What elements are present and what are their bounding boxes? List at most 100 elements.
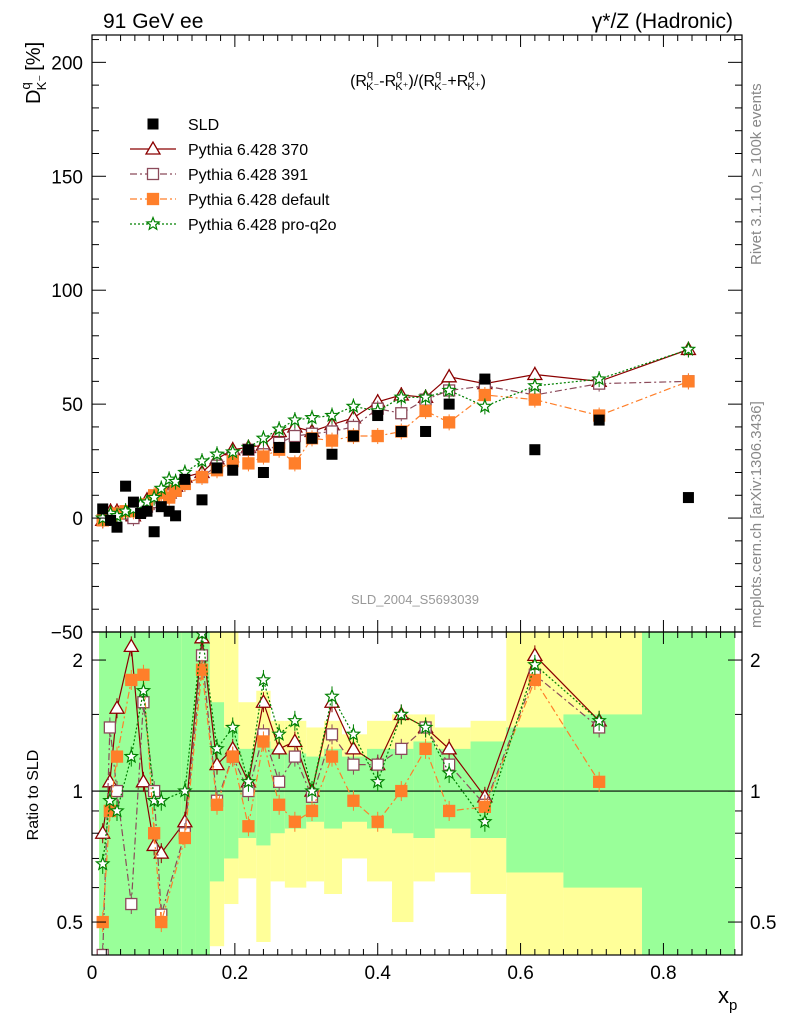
ratio-tick-label-right: 0.5 xyxy=(750,913,776,934)
ratio-point-pdefault xyxy=(242,820,255,833)
ratio-point-pdefault xyxy=(226,750,239,763)
ratio-frame xyxy=(91,631,743,956)
series-point-pq2o xyxy=(417,389,434,404)
x-tick-label: 0.2 xyxy=(222,963,248,984)
ratio-point-p391 xyxy=(272,775,286,788)
ratio-point-pq2o xyxy=(240,773,257,789)
series-point-pq2o xyxy=(146,489,162,505)
series-point-p391 xyxy=(395,407,408,420)
series-point-pdefault xyxy=(257,450,270,463)
ratio-point-p370 xyxy=(108,699,126,714)
legend-label-pq2o: Pythia 6.428 pro-q2o xyxy=(188,217,337,234)
data-point-sld xyxy=(326,448,338,460)
ratio-point-pdefault xyxy=(178,831,192,845)
ratio-point-pdefault xyxy=(592,775,606,788)
x-tick-label: 0.6 xyxy=(507,963,533,984)
data-point-sld xyxy=(443,398,455,410)
ratio-point-pq2o xyxy=(94,855,111,871)
data-point-sld xyxy=(347,430,359,442)
header-left: 91 GeV ee xyxy=(103,10,203,33)
ratio-band-inner xyxy=(563,714,642,888)
y-tick-label: 50 xyxy=(62,395,83,416)
ratio-point-p370 xyxy=(271,740,288,755)
ratio-point-pdefault xyxy=(288,815,302,828)
data-point-sld xyxy=(479,373,491,385)
legend-marker-pq2o xyxy=(145,215,161,231)
ratio-point-pq2o xyxy=(417,719,434,735)
data-point-sld xyxy=(141,505,153,517)
legend-label-data: SLD xyxy=(188,117,219,134)
ratio-band-inner xyxy=(256,741,271,846)
data-point-sld xyxy=(227,464,239,476)
legend-marker-p391 xyxy=(146,167,160,181)
data-point-sld xyxy=(211,462,223,474)
ratio-point-pdefault xyxy=(442,804,456,818)
ratio-point-p391 xyxy=(125,897,138,911)
rivet-version-text: Rivet 3.1.10, ≥ 100k events xyxy=(748,83,765,265)
series-point-pdefault xyxy=(325,434,339,447)
ratio-point-pq2o xyxy=(224,719,241,735)
series-point-pdefault xyxy=(288,457,302,470)
ratio-y-axis-label: Ratio to SLD xyxy=(25,750,42,841)
data-point-sld xyxy=(111,521,123,533)
ratio-point-pq2o xyxy=(209,740,225,756)
data-point-sld xyxy=(289,441,301,453)
series-point-pq2o xyxy=(109,507,125,523)
ratio-point-pq2o xyxy=(287,712,303,728)
ratio-point-p391 xyxy=(371,758,384,771)
data-point-sld xyxy=(682,492,694,504)
ratio-point-pq2o xyxy=(393,706,410,722)
ratio-tick-label-right: 1 xyxy=(750,782,761,803)
series-line-pdefault xyxy=(102,380,689,521)
ratio-tick-label-left: 1 xyxy=(72,782,83,803)
data-point-sld xyxy=(257,466,269,478)
y-tick-label: 150 xyxy=(51,167,83,188)
series-point-p370 xyxy=(526,366,543,381)
legend-label-p391: Pythia 6.428 391 xyxy=(188,167,308,184)
series-point-pq2o xyxy=(393,389,410,404)
legend: SLD Pythia 6.428 370 Pythia 6.428 391 Pythi… xyxy=(130,117,337,234)
y-tick-label: 200 xyxy=(51,53,83,74)
series-point-pq2o xyxy=(271,421,287,436)
y-tick-label: 100 xyxy=(51,281,83,302)
ratio-point-p391 xyxy=(195,649,209,662)
ratio-point-p391 xyxy=(325,728,339,741)
ratio-point-p391 xyxy=(347,758,360,771)
ratio-point-pdefault xyxy=(155,915,168,929)
series-point-pq2o xyxy=(591,370,607,386)
ratio-point-pdefault xyxy=(210,798,224,811)
series-line-p391 xyxy=(102,380,689,521)
ratio-point-pdefault xyxy=(147,827,161,840)
series-point-pq2o xyxy=(527,377,543,393)
main-plot-marks xyxy=(94,341,697,538)
ratio-point-pq2o xyxy=(591,712,607,728)
ratio-plot-marks xyxy=(92,632,742,955)
ratio-point-pq2o xyxy=(369,773,386,789)
ratio-band-inner xyxy=(470,741,507,839)
series-point-pq2o xyxy=(209,446,225,461)
ratio-band-inner xyxy=(642,632,735,955)
ratio-point-pq2o xyxy=(304,782,320,798)
data-point-sld xyxy=(120,480,132,492)
ratio-band-inner xyxy=(506,727,564,873)
data-point-sld xyxy=(420,425,432,437)
ratio-point-pdefault xyxy=(272,798,286,811)
data-point-sld xyxy=(163,505,175,517)
series-point-pdefault xyxy=(442,416,456,429)
series-point-pq2o xyxy=(680,341,697,357)
data-point-sld xyxy=(170,510,182,522)
y-tick-label: 0 xyxy=(72,509,83,530)
ratio-point-pdefault xyxy=(347,794,360,807)
data-point-sld xyxy=(105,514,117,526)
x-tick-label: 0.4 xyxy=(365,963,392,984)
series-point-pq2o xyxy=(255,430,272,445)
series-point-pdefault xyxy=(195,470,209,484)
ratio-point-pq2o xyxy=(109,802,125,818)
series-point-p370 xyxy=(441,368,458,383)
ratio-point-p370 xyxy=(286,733,303,748)
data-point-sld xyxy=(273,441,285,453)
ratio-tick-label-left: 0.5 xyxy=(57,913,83,934)
ratio-point-pq2o xyxy=(255,671,272,687)
series-point-pq2o xyxy=(304,409,320,425)
ratio-point-pq2o xyxy=(177,782,193,798)
